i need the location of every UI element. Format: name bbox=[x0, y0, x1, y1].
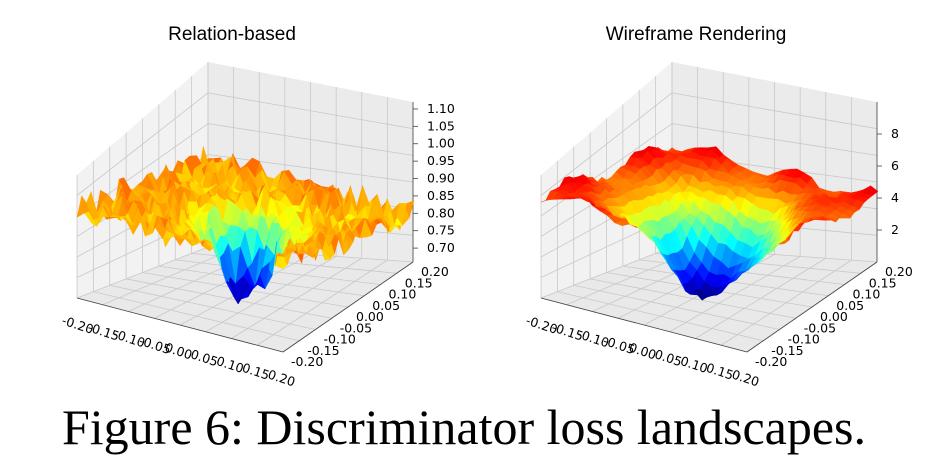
surface-patch bbox=[540, 198, 554, 203]
tick-labels: -0.20-0.15-0.10-0.050.000.050.100.150.20… bbox=[60, 101, 455, 390]
y-tick-label: -0.15 bbox=[771, 343, 803, 358]
grid-line bbox=[257, 259, 388, 346]
y-tick-label: 0.05 bbox=[836, 298, 864, 313]
y-tick-label: 0.00 bbox=[820, 309, 848, 324]
surface-mesh bbox=[76, 146, 415, 305]
y-axis-line bbox=[282, 261, 414, 353]
figure-caption: Figure 6: Discriminator loss landscapes. bbox=[61, 399, 867, 455]
x-axis-line bbox=[540, 297, 748, 353]
floor-pane bbox=[77, 247, 413, 352]
y-tick-label: -0.20 bbox=[755, 354, 787, 369]
x-tick-label: 0.20 bbox=[730, 367, 761, 390]
y-tick-label: 0.00 bbox=[356, 309, 384, 324]
y-tick-label: 0.15 bbox=[405, 275, 433, 290]
grid-line bbox=[721, 259, 852, 346]
z-tick-label: 0.75 bbox=[427, 223, 455, 238]
z-tick-label: 2 bbox=[891, 222, 899, 237]
z-tick-label: 4 bbox=[891, 190, 899, 205]
relation-based-plot: Relation-based -0.20 -0.15 -0.10 -0.05 0.00 0… bbox=[0, 0, 464, 395]
y-tick-label: 0.10 bbox=[853, 287, 881, 302]
grid-line bbox=[540, 123, 673, 217]
x-tick-label: 0.20 bbox=[266, 367, 297, 390]
plot-title: Relation-based bbox=[168, 24, 296, 45]
grid-line bbox=[695, 257, 826, 339]
y-tick-label: -0.20 bbox=[291, 354, 323, 369]
wireframe-rendering-plot: Wireframe Rendering -0.20 -0.15 -0.10 -0.05… bbox=[464, 0, 928, 395]
grid-line bbox=[669, 256, 801, 333]
grid-line bbox=[205, 256, 337, 333]
grid-line bbox=[671, 123, 878, 156]
grid-line bbox=[231, 257, 362, 339]
z-tick-label: 0.90 bbox=[427, 171, 455, 186]
y-tick-label: -0.05 bbox=[340, 320, 372, 335]
z-tick-label: 0.70 bbox=[427, 240, 455, 255]
grid-line bbox=[540, 92, 673, 196]
y-tick-label: 0.15 bbox=[869, 275, 897, 290]
surface-mesh bbox=[540, 146, 879, 301]
z-tick-label: 6 bbox=[891, 158, 899, 173]
axis-edges bbox=[540, 102, 878, 353]
surface-patch bbox=[76, 195, 90, 218]
grid-line bbox=[76, 92, 209, 196]
surface-plot-wireframe-rendering: -0.20-0.15-0.10-0.050.000.050.100.150.20… bbox=[524, 62, 913, 390]
y-tick-label: 0.20 bbox=[421, 264, 449, 279]
surface-plot-relation-based: -0.20-0.15-0.10-0.050.000.050.100.150.20… bbox=[60, 62, 455, 390]
z-tick-label: 0.85 bbox=[427, 188, 455, 203]
y-tick-label: -0.05 bbox=[804, 320, 836, 335]
axis-edges bbox=[76, 102, 414, 353]
grid-line bbox=[671, 92, 878, 130]
z-tick-label: 1.10 bbox=[427, 101, 455, 116]
plot-title: Wireframe Rendering bbox=[605, 24, 787, 45]
y-tick-label: 0.05 bbox=[372, 298, 400, 313]
y-tick-label: -0.10 bbox=[788, 332, 820, 347]
z-tick-label: 8 bbox=[891, 126, 899, 141]
floor-pane bbox=[541, 247, 877, 352]
z-tick-label: 0.80 bbox=[427, 205, 455, 220]
y-axis-line bbox=[746, 261, 878, 353]
z-tick-label: 1.00 bbox=[427, 136, 455, 151]
z-tick-label: 1.05 bbox=[427, 118, 455, 133]
z-tick-label: 0.95 bbox=[427, 153, 455, 168]
grid-line bbox=[175, 259, 381, 285]
y-tick-label: -0.15 bbox=[307, 343, 339, 358]
grid-line bbox=[207, 123, 414, 156]
y-tick-label: 0.20 bbox=[885, 264, 913, 279]
x-axis-line bbox=[76, 297, 284, 353]
grid-line bbox=[207, 154, 414, 183]
y-tick-label: 0.10 bbox=[389, 287, 417, 302]
grid-line bbox=[207, 92, 414, 130]
y-tick-label: -0.10 bbox=[324, 332, 356, 347]
